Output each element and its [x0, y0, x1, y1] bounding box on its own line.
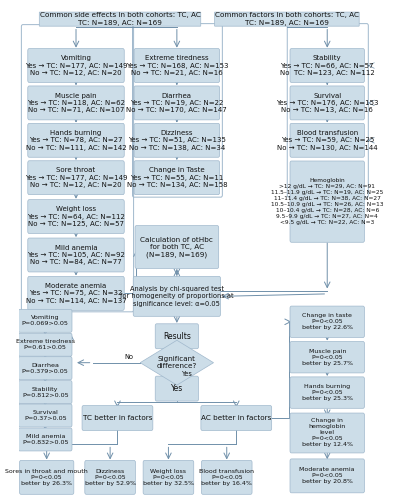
FancyBboxPatch shape	[134, 86, 219, 120]
FancyBboxPatch shape	[290, 86, 364, 120]
Text: Survival
Yes → TC: N=176, AC: N=153
No → TC: N=13, AC: N=16: Survival Yes → TC: N=176, AC: N=153 No →…	[276, 92, 379, 113]
FancyBboxPatch shape	[155, 376, 199, 401]
FancyBboxPatch shape	[28, 200, 124, 234]
Text: Sore throat
Yes → TC: N=177, AC: N=149
No → TC: N=12, AC: N=20: Sore throat Yes → TC: N=177, AC: N=149 N…	[25, 168, 127, 188]
FancyBboxPatch shape	[134, 124, 219, 158]
FancyBboxPatch shape	[135, 226, 219, 268]
FancyBboxPatch shape	[143, 460, 194, 494]
Text: Diarrhea
Yes → TC: N=19, AC: N=22
No → TC: N=170, AC: N=147: Diarrhea Yes → TC: N=19, AC: N=22 No → T…	[126, 92, 227, 113]
FancyBboxPatch shape	[28, 238, 124, 272]
Text: Hands burning
P=0<0.05
better by 25.3%: Hands burning P=0<0.05 better by 25.3%	[302, 384, 353, 401]
FancyBboxPatch shape	[290, 377, 364, 408]
Text: Change in
hemoglobin
level
P=0<0.05
better by 12.4%: Change in hemoglobin level P=0<0.05 bett…	[302, 418, 353, 448]
Text: Change in taste
P=0<0.05
better by 22.6%: Change in taste P=0<0.05 better by 22.6%	[302, 314, 353, 330]
FancyBboxPatch shape	[19, 380, 72, 404]
Text: Hands burning
Yes → TC: N=78, AC: N=27
No → TC: N=111, AC: N=142: Hands burning Yes → TC: N=78, AC: N=27 N…	[26, 130, 126, 150]
Text: Muscle pain
Yes → TC: N=118, AC: N=62
No → TC: N=71, AC: N=107: Muscle pain Yes → TC: N=118, AC: N=62 No…	[27, 92, 125, 113]
Text: Survival
P=0.37>0.05: Survival P=0.37>0.05	[24, 410, 67, 421]
FancyBboxPatch shape	[290, 413, 364, 453]
Text: Common side effects in both cohorts: TC, AC
TC: N=189, AC: N=169: Common side effects in both cohorts: TC,…	[39, 12, 201, 26]
FancyBboxPatch shape	[28, 124, 124, 158]
Text: TC better in factors: TC better in factors	[83, 415, 152, 421]
Text: Stability
Yes → TC: N=66, AC: N=57
No  TC: N=123, AC: N=112: Stability Yes → TC: N=66, AC: N=57 No TC…	[280, 56, 375, 76]
Text: Yes: Yes	[171, 384, 183, 393]
FancyBboxPatch shape	[134, 160, 219, 194]
Text: Common factors in both cohorts: TC, AC
TC: N=189, AC: N=169: Common factors in both cohorts: TC, AC T…	[215, 12, 359, 26]
FancyBboxPatch shape	[201, 406, 272, 430]
Text: Calculation of otHbc
for both TC, AC
(N=189, N=169): Calculation of otHbc for both TC, AC (N=…	[140, 236, 213, 258]
FancyBboxPatch shape	[290, 459, 364, 493]
Text: Hemoglobin
>12 g/dL → TC: N=29, AC: N=91
11.5–11.9 g/dL → TC: N=19, AC: N=25
11–: Hemoglobin >12 g/dL → TC: N=29, AC: N=91…	[271, 178, 383, 225]
FancyBboxPatch shape	[19, 310, 72, 332]
Text: Results: Results	[163, 332, 191, 341]
Text: Analysis by chi-squared test
for homogeneity of proportions at
significance leve: Analysis by chi-squared test for homogen…	[120, 286, 234, 306]
FancyBboxPatch shape	[201, 460, 252, 494]
Text: Vomiting
P=0.069>0.05: Vomiting P=0.069>0.05	[22, 316, 69, 326]
Text: Blood transfusion
Yes → TC: N=59, AC: N=25
No → TC: N=130, AC: N=144: Blood transfusion Yes → TC: N=59, AC: N=…	[277, 130, 377, 150]
FancyBboxPatch shape	[19, 404, 72, 427]
Text: Extreme tiredness
P=0.61>0.05: Extreme tiredness P=0.61>0.05	[16, 339, 75, 350]
FancyBboxPatch shape	[134, 48, 219, 82]
FancyBboxPatch shape	[28, 276, 124, 310]
Text: Moderate anemia
P=0<0.05
better by 20.8%: Moderate anemia P=0<0.05 better by 20.8%	[299, 468, 355, 484]
Text: No: No	[125, 354, 134, 360]
Text: Dizziness
P=0<0.05
better by 52.9%: Dizziness P=0<0.05 better by 52.9%	[85, 469, 136, 486]
FancyBboxPatch shape	[290, 161, 364, 242]
Text: Muscle pain
P=0<0.05
better by 25.7%: Muscle pain P=0<0.05 better by 25.7%	[302, 348, 353, 366]
Text: Mild anemia
P=0.832>0.05: Mild anemia P=0.832>0.05	[22, 434, 69, 445]
FancyBboxPatch shape	[28, 86, 124, 120]
FancyBboxPatch shape	[290, 48, 364, 82]
FancyBboxPatch shape	[19, 428, 72, 451]
Text: Diarrhea
P=0.379>0.05: Diarrhea P=0.379>0.05	[22, 362, 69, 374]
Text: Moderate anemia
Yes → TC: N=75, AC: N=32
No → TC: N=114, AC: N=137: Moderate anemia Yes → TC: N=75, AC: N=32…	[26, 283, 126, 304]
FancyBboxPatch shape	[28, 48, 124, 82]
FancyBboxPatch shape	[133, 276, 221, 316]
Polygon shape	[140, 340, 214, 385]
Text: Blood transfusion
P=0<0.05
better by 16.4%: Blood transfusion P=0<0.05 better by 16.…	[199, 469, 254, 486]
Text: Vomiting
Yes → TC: N=177, AC: N=149
No → TC: N=12, AC: N=20: Vomiting Yes → TC: N=177, AC: N=149 No →…	[25, 56, 127, 76]
FancyBboxPatch shape	[290, 124, 364, 158]
FancyBboxPatch shape	[20, 460, 74, 494]
Text: Stability
P=0.812>0.05: Stability P=0.812>0.05	[22, 386, 69, 398]
Text: Dizziness
Yes → TC: N=51, AC: N=135
No → TC: N=138, AC: N=34: Dizziness Yes → TC: N=51, AC: N=135 No →…	[128, 130, 226, 150]
Text: Weight loss
P=0<0.05
better by 32.5%: Weight loss P=0<0.05 better by 32.5%	[143, 469, 194, 486]
FancyBboxPatch shape	[28, 160, 124, 194]
Text: AC better in factors: AC better in factors	[201, 415, 271, 421]
FancyBboxPatch shape	[82, 406, 153, 430]
Text: Extreme tiredness
Yes → TC: N=168, AC: N=153
No → TC: N=21, AC: N=16: Extreme tiredness Yes → TC: N=168, AC: N…	[126, 56, 228, 76]
Text: Significant
difference?: Significant difference?	[157, 356, 197, 370]
FancyBboxPatch shape	[290, 306, 364, 338]
Text: Yes: Yes	[182, 370, 193, 376]
FancyBboxPatch shape	[290, 342, 364, 373]
Text: Sores in throat and mouth
P=0<0.05
better by 26.3%: Sores in throat and mouth P=0<0.05 bette…	[5, 469, 88, 486]
Text: Weight loss
Yes → TC: N=64, AC: N=112
No → TC: N=125, AC: N=57: Weight loss Yes → TC: N=64, AC: N=112 No…	[27, 206, 125, 227]
FancyBboxPatch shape	[85, 460, 136, 494]
FancyBboxPatch shape	[19, 334, 72, 356]
Text: Mild anemia
Yes → TC: N=105, AC: N=92
No → TC: N=84, AC: N=77: Mild anemia Yes → TC: N=105, AC: N=92 No…	[27, 244, 125, 265]
Text: Change in Taste
Yes → TC: N=55, AC: N=11
No → TC: N=134, AC: N=158: Change in Taste Yes → TC: N=55, AC: N=11…	[126, 168, 227, 188]
FancyBboxPatch shape	[155, 324, 199, 348]
FancyBboxPatch shape	[19, 356, 72, 380]
